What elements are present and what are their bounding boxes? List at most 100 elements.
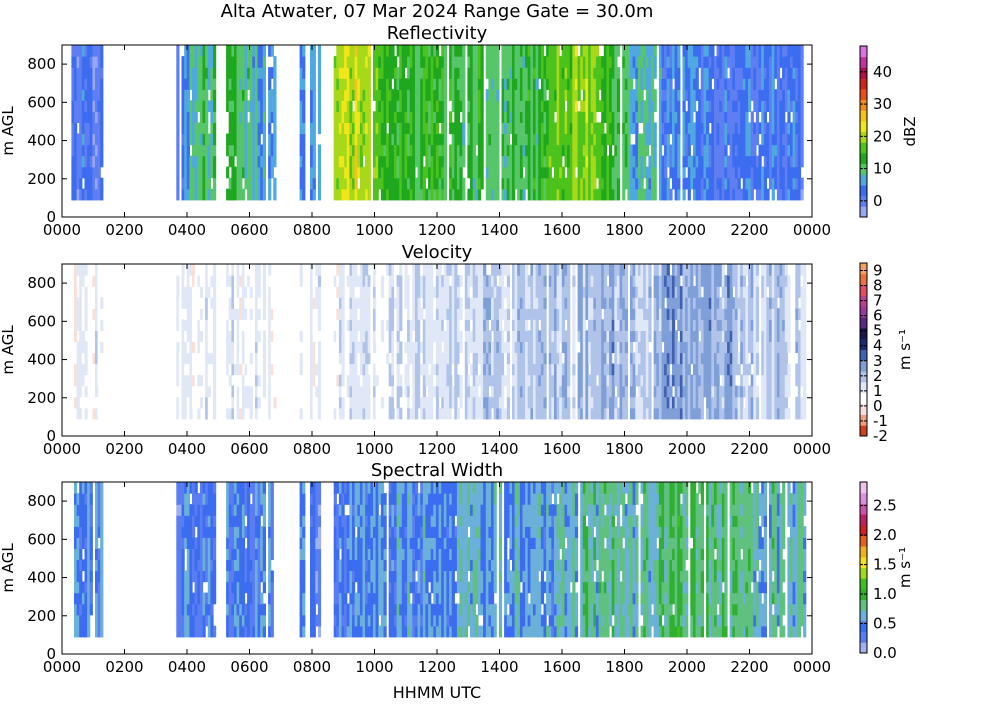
heatmap-cell (381, 408, 384, 420)
heatmap-cell (496, 189, 499, 201)
heatmap-cell (258, 134, 261, 146)
heatmap-cell (801, 189, 804, 201)
heatmap-cell (460, 353, 463, 365)
heatmap-cell (355, 330, 358, 342)
heatmap-cell (617, 134, 620, 146)
x-tick-label: 0800 (293, 221, 331, 239)
heatmap-cell (688, 145, 691, 157)
x-tick-label: 1600 (543, 221, 581, 239)
heatmap-cell (677, 67, 680, 79)
heatmap-cell (176, 45, 179, 57)
heatmap-cell (365, 264, 368, 276)
heatmap-cell (381, 364, 384, 376)
heatmap-cell (801, 122, 804, 134)
heatmap-cell (677, 134, 680, 146)
heatmap-cell (525, 264, 528, 276)
heatmap-cell (478, 189, 481, 201)
heatmap-cell (200, 375, 203, 387)
heatmap-cell (273, 89, 276, 101)
heatmap-cell (572, 375, 575, 387)
heatmap-cell (669, 189, 672, 201)
heatmap-cell (98, 167, 101, 179)
heatmap-cell (559, 156, 562, 168)
heatmap-cell (801, 67, 804, 79)
heatmap-cell (318, 353, 321, 365)
x-tick-label: 1800 (605, 221, 643, 239)
heatmap-cell (677, 122, 680, 134)
heatmap-cell (627, 134, 630, 146)
heatmap-cell (654, 45, 657, 57)
heatmap-cell (368, 89, 371, 101)
heatmap-cell (239, 178, 242, 190)
heatmap-cell (381, 319, 384, 331)
heatmap-cell (772, 78, 775, 90)
heatmap-cell (213, 89, 216, 101)
heatmap-cell (617, 167, 620, 179)
heatmap-cell (494, 275, 497, 287)
heatmap-cell (677, 56, 680, 68)
heatmap-cell (195, 364, 198, 376)
heatmap-cell (488, 330, 491, 342)
heatmap-cell (394, 56, 397, 68)
heatmap-cell (313, 67, 316, 79)
heatmap-cell (444, 100, 447, 112)
heatmap-cell (100, 145, 103, 157)
heatmap-cell (496, 156, 499, 168)
heatmap-cell (567, 286, 570, 298)
heatmap-cell (462, 189, 465, 201)
heatmap-cell (250, 375, 253, 387)
heatmap-cell (460, 319, 463, 331)
heatmap-cell (567, 330, 570, 342)
heatmap-cell (617, 89, 620, 101)
heatmap-cell (391, 45, 394, 57)
heatmap-cell (250, 275, 253, 287)
heatmap-cell (213, 45, 216, 57)
heatmap-cell (213, 167, 216, 179)
heatmap-cell (664, 167, 667, 179)
heatmap-cell (399, 286, 402, 298)
heatmap-cell (302, 134, 305, 146)
heatmap-cell (250, 353, 253, 365)
heatmap-cell (399, 341, 402, 353)
heatmap-cell (617, 111, 620, 123)
heatmap-cell (418, 297, 421, 309)
heatmap-cell (507, 341, 510, 353)
heatmap-cell (200, 386, 203, 398)
heatmap-cell (313, 56, 316, 68)
heatmap-cell (481, 134, 484, 146)
heatmap-cell (724, 145, 727, 157)
heatmap-cell (313, 100, 316, 112)
heatmap-cell (654, 178, 657, 190)
heatmap-cell (572, 408, 575, 420)
heatmap-cell (654, 67, 657, 79)
heatmap-cell (213, 100, 216, 112)
heatmap-cell (481, 122, 484, 134)
heatmap-cell (205, 89, 208, 101)
heatmap-cell (460, 341, 463, 353)
heatmap-cell (208, 178, 211, 190)
heatmap-cell (596, 45, 599, 57)
heatmap-cell (507, 286, 510, 298)
heatmap-cell (724, 67, 727, 79)
heatmap-cell (302, 56, 305, 68)
heatmap-cell (507, 297, 510, 309)
heatmap-cell (446, 275, 449, 287)
colorbar-swatch (860, 132, 867, 143)
heatmap-cell (242, 189, 245, 201)
heatmap-cell (315, 330, 318, 342)
heatmap-cell (381, 397, 384, 409)
colorbar-tick-label: 30 (873, 95, 892, 113)
heatmap-cell (604, 145, 607, 157)
heatmap-cell (567, 408, 570, 420)
heatmap-cell (302, 145, 305, 157)
heatmap-cell (318, 89, 321, 101)
heatmap-cell (300, 308, 303, 320)
heatmap-cell (667, 134, 670, 146)
heatmap-cell (766, 189, 769, 201)
heatmap-cell (313, 122, 316, 134)
heatmap-cell (801, 111, 804, 123)
heatmap-cell (271, 275, 274, 287)
heatmap-cell (273, 408, 276, 420)
heatmap-cell (176, 111, 179, 123)
